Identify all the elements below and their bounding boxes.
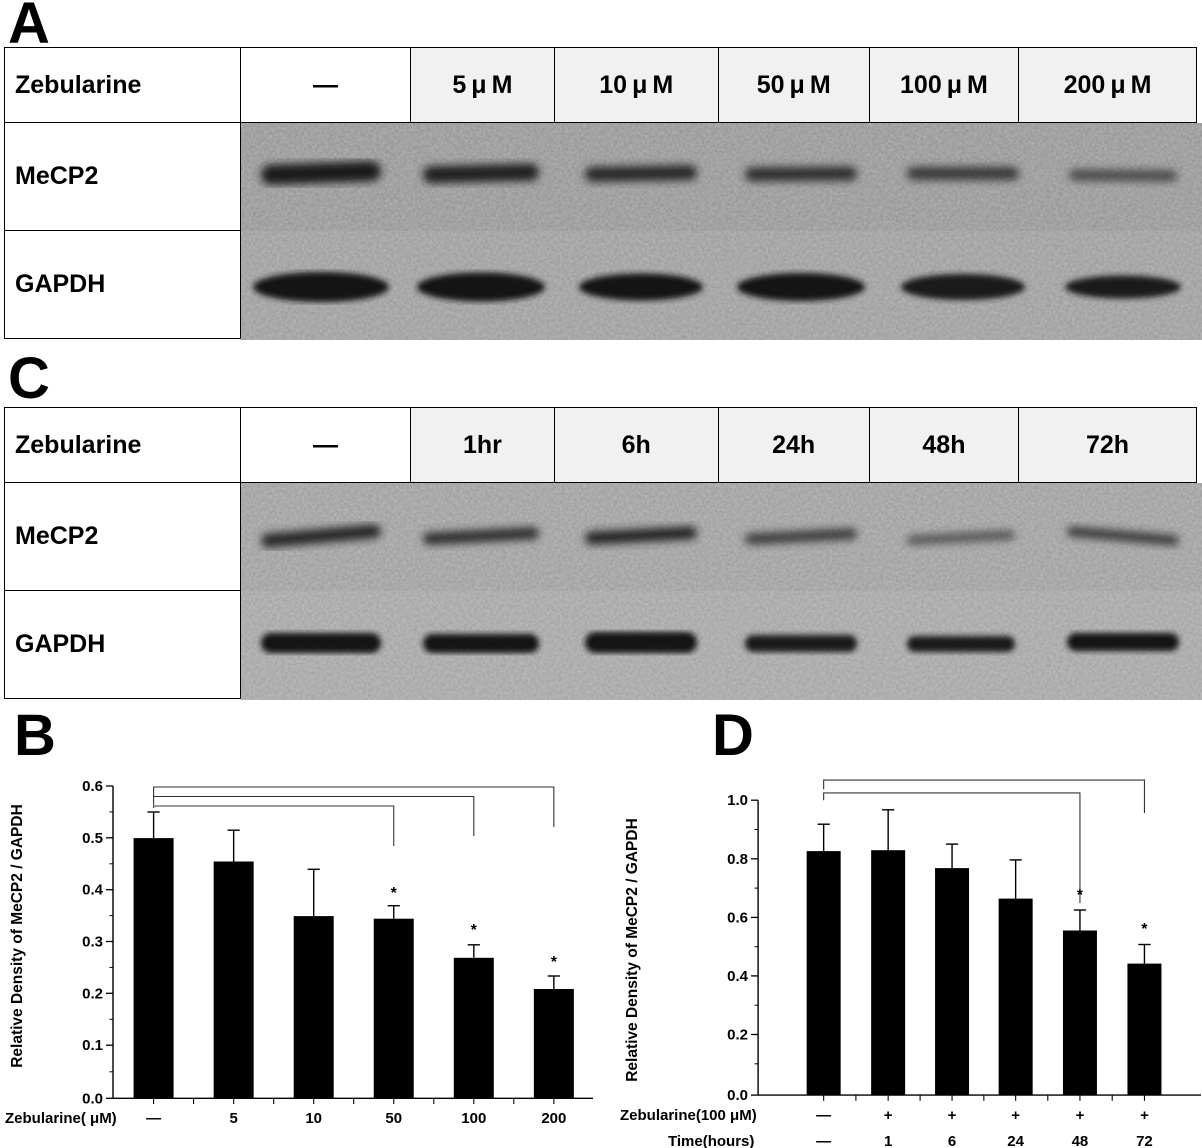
svg-text:0.2: 0.2 [82,985,103,1002]
svg-text:Zebularine(100 μM): Zebularine(100 μM) [620,1107,757,1124]
svg-text:—: — [816,1133,831,1148]
svg-text:+: + [1140,1107,1149,1124]
svg-text:Time(hours): Time(hours) [668,1133,754,1148]
svg-text:5: 5 [229,1110,237,1127]
svg-text:*: * [1141,921,1148,938]
svg-text:0.4: 0.4 [727,968,749,985]
svg-text:—: — [146,1110,161,1127]
svg-text:0.4: 0.4 [82,882,104,899]
svg-text:50: 50 [385,1110,402,1127]
svg-text:*: * [391,885,398,902]
svg-text:+: + [1076,1107,1085,1124]
svg-text:+: + [884,1107,893,1124]
svg-text:48: 48 [1072,1133,1089,1148]
svg-text:200: 200 [541,1110,566,1127]
svg-text:+: + [948,1107,957,1124]
svg-text:0.0: 0.0 [82,1090,103,1107]
svg-text:0.3: 0.3 [82,934,103,951]
svg-text:*: * [471,922,478,939]
svg-text:24: 24 [1007,1133,1024,1148]
svg-text:0.6: 0.6 [727,909,748,926]
svg-text:0.6: 0.6 [82,778,103,795]
svg-text:0.5: 0.5 [82,830,103,847]
svg-text:+: + [1011,1107,1020,1124]
svg-text:0.0: 0.0 [727,1087,748,1104]
svg-text:Relative Density of MeCP2 / GA: Relative Density of MeCP2 / GAPDH [9,804,26,1068]
svg-text:Relative Density of MeCP2 / GA: Relative Density of MeCP2 / GAPDH [624,818,641,1082]
svg-text:*: * [1077,887,1084,904]
svg-text:*: * [551,954,558,971]
svg-text:10: 10 [305,1110,322,1127]
svg-text:6: 6 [948,1133,956,1148]
svg-text:Zebularine( μM): Zebularine( μM) [5,1110,117,1127]
svg-text:100: 100 [461,1110,486,1127]
svg-text:—: — [816,1107,831,1124]
svg-text:1.0: 1.0 [727,792,748,809]
svg-text:0.1: 0.1 [82,1037,103,1054]
svg-text:0.8: 0.8 [727,851,748,868]
svg-text:0.2: 0.2 [727,1027,748,1044]
svg-text:72: 72 [1136,1133,1153,1148]
svg-text:1: 1 [884,1133,892,1148]
